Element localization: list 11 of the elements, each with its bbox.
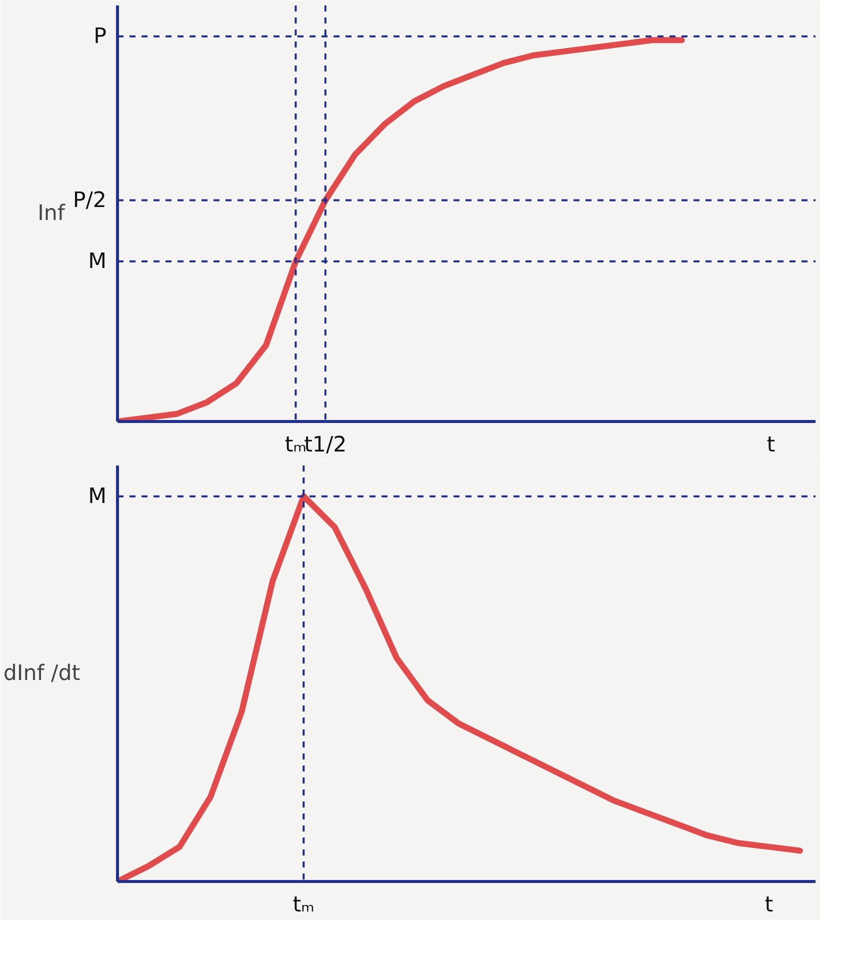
x-tick-label: t [766, 432, 776, 458]
ref-line-label: M [88, 484, 107, 509]
y-axis-title: Inf [38, 201, 66, 226]
x-tick-label: t1/2 [304, 432, 347, 458]
ref-line-label: P [94, 24, 107, 49]
x-tick-label: tₘ [284, 432, 307, 458]
x-tick-label: tₘ [292, 892, 314, 918]
x-tick-label: t [764, 892, 774, 918]
y-axis-title: dInf /dt [3, 661, 80, 686]
ref-line-label: M [88, 248, 107, 274]
ref-line-label: P/2 [72, 188, 107, 213]
